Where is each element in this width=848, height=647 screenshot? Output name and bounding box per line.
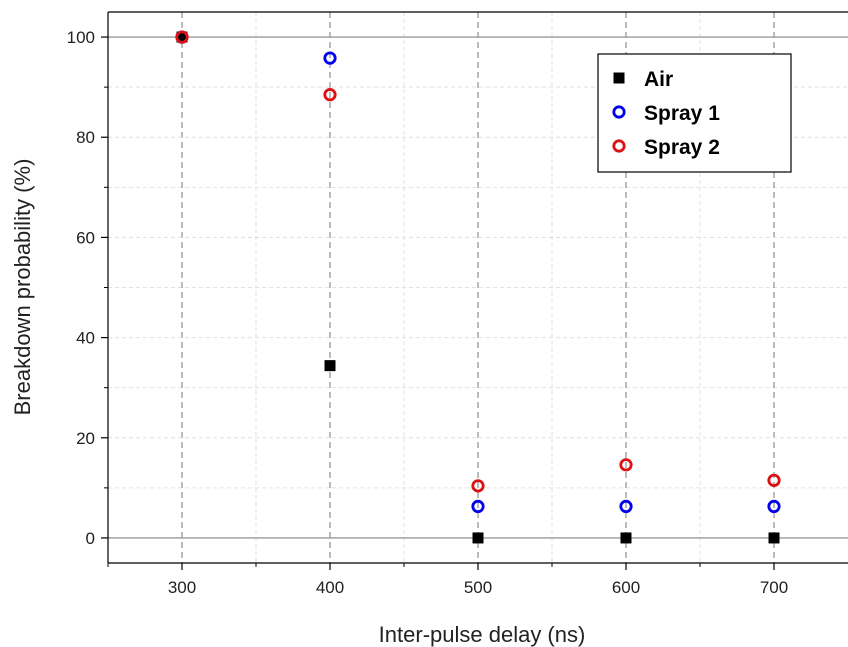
- data-point-air: [472, 532, 484, 544]
- data-point-air: [620, 532, 632, 544]
- legend-marker-spray-1: [612, 105, 626, 119]
- y-tick-label: 100: [67, 28, 95, 47]
- legend-box: [597, 53, 792, 173]
- data-point-air: [176, 31, 188, 43]
- data-point-spray-1: [767, 499, 781, 513]
- y-axis-label: Breakdown probability (%): [10, 159, 35, 416]
- y-tick-label: 20: [76, 429, 95, 448]
- legend-marker-spray-2: [612, 139, 626, 153]
- x-tick-label: 400: [316, 578, 344, 597]
- legend-label-spray-1: Spray 1: [644, 102, 720, 125]
- x-tick-label: 700: [760, 578, 788, 597]
- y-tick-label: 80: [76, 128, 95, 147]
- data-point-air: [324, 360, 336, 372]
- legend: Air Spray 1 Spray 2: [597, 53, 792, 173]
- x-tick-label: 500: [464, 578, 492, 597]
- data-point-air: [768, 532, 780, 544]
- x-tick-label: 300: [168, 578, 196, 597]
- data-point-spray-2: [619, 458, 633, 472]
- data-point-spray-2: [175, 30, 189, 44]
- data-point-spray-2: [767, 473, 781, 487]
- data-point-spray-1: [619, 499, 633, 513]
- data-point-spray-2: [323, 88, 337, 102]
- data-points: [175, 30, 781, 544]
- data-point-spray-2: [471, 479, 485, 493]
- legend-marker-air: [613, 72, 625, 84]
- legend-label-air: Air: [644, 68, 673, 91]
- x-axis-label: Inter-pulse delay (ns): [379, 622, 586, 647]
- y-tick-label: 40: [76, 329, 95, 348]
- x-tick-label: 600: [612, 578, 640, 597]
- axes: 0 20 40 60 80 100 300 400 500 600 700: [67, 11, 848, 597]
- data-point-spray-1: [471, 499, 485, 513]
- legend-label-spray-2: Spray 2: [644, 136, 720, 159]
- data-point-spray-1: [323, 51, 337, 65]
- y-tick-label: 60: [76, 228, 95, 247]
- y-tick-label: 0: [86, 529, 95, 548]
